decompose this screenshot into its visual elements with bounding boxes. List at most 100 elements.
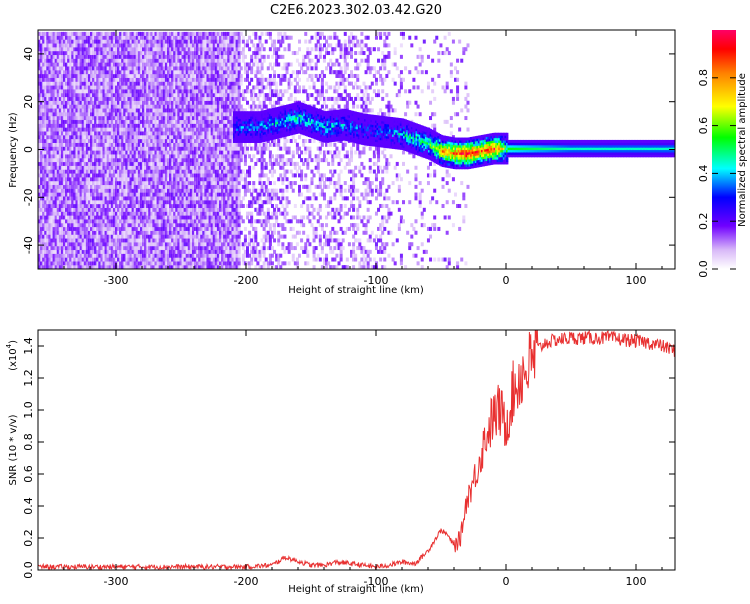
heatmap-cell: [196, 181, 200, 186]
heatmap-cell: [125, 89, 129, 94]
heatmap-cell: [52, 81, 56, 86]
heatmap-cell: [52, 261, 56, 266]
heatmap-cell: [85, 39, 89, 44]
heatmap-cell: [160, 73, 164, 78]
heatmap-cell: [104, 77, 108, 82]
heatmap-cell: [98, 192, 102, 197]
heatmap-cell: [44, 89, 48, 94]
heatmap-cell: [150, 108, 154, 113]
heatmap-cell: [104, 173, 108, 178]
heatmap-cell: [69, 165, 73, 170]
heatmap-cell: [92, 73, 96, 78]
heatmap-cell: [98, 135, 102, 140]
heatmap-cell: [171, 96, 175, 101]
heatmap-cell: [83, 261, 87, 266]
heatmap-cell: [79, 100, 83, 105]
heatmap-cell: [154, 116, 158, 121]
heatmap-cell: [142, 66, 145, 71]
heatmap-cell: [92, 77, 96, 82]
heatmap-cell: [71, 269, 74, 273]
heatmap-cell: [119, 200, 123, 205]
heatmap-cell: [52, 150, 56, 155]
heatmap-cell: [71, 230, 75, 235]
heatmap-cell: [129, 39, 133, 44]
heatmap-cell: [58, 51, 62, 56]
heatmap-cell: [44, 62, 48, 67]
heatmap-cell: [181, 146, 185, 151]
heatmap-cell: [189, 146, 193, 151]
heatmap-cell: [183, 184, 187, 189]
heatmap-cell: [77, 238, 81, 243]
heatmap-cell: [154, 257, 158, 262]
heatmap-cell: [75, 116, 79, 121]
heatmap-cell: [67, 211, 71, 216]
heatmap-cell: [96, 158, 100, 163]
heatmap-cell: [67, 146, 71, 151]
heatmap-cell: [81, 93, 85, 98]
heatmap-cell: [142, 169, 145, 174]
heatmap-cell: [85, 211, 89, 216]
heatmap-cell: [42, 112, 46, 117]
heatmap-cell: [90, 269, 93, 273]
heatmap-cell: [125, 70, 129, 75]
heatmap-cell: [100, 119, 104, 124]
heatmap-cell: [183, 146, 187, 151]
heatmap-cell: [173, 58, 177, 63]
heatmap-cell: [106, 242, 110, 247]
heatmap-cell: [183, 257, 187, 262]
heatmap-cell: [133, 47, 137, 52]
heatmap-cell: [46, 89, 50, 94]
heatmap-cell: [79, 226, 83, 231]
heatmap-cell: [71, 196, 75, 201]
heatmap-cell: [181, 58, 185, 63]
heatmap-cell: [127, 261, 131, 266]
heatmap-cell: [106, 257, 110, 262]
heatmap-cell: [160, 188, 164, 193]
heatmap-cell: [169, 66, 173, 71]
heatmap-cell: [150, 138, 154, 143]
heatmap-cell: [152, 261, 156, 266]
heatmap-cell: [106, 219, 110, 224]
heatmap-cell: [60, 131, 64, 136]
heatmap-cell: [44, 246, 48, 251]
heatmap-cell: [79, 177, 83, 182]
heatmap-cell: [191, 89, 195, 94]
heatmap-cell: [187, 192, 191, 197]
heatmap-cell: [77, 70, 81, 75]
heatmap-cell: [183, 43, 187, 48]
heatmap-cell: [137, 203, 141, 208]
heatmap-cell: [152, 200, 156, 205]
heatmap-cell: [131, 146, 135, 151]
heatmap-cell: [162, 249, 166, 254]
heatmap-cell: [148, 230, 152, 235]
heatmap-cell: [162, 77, 166, 82]
heatmap-cell: [189, 31, 193, 36]
heatmap-cell: [164, 31, 168, 36]
heatmap-cell: [119, 127, 123, 132]
heatmap-cell: [142, 116, 145, 121]
heatmap-cell: [177, 161, 181, 166]
heatmap-cell: [152, 249, 156, 254]
heatmap-cell: [75, 70, 79, 75]
heatmap-cell: [200, 223, 204, 228]
heatmap-cell: [187, 165, 191, 170]
heatmap-cell: [77, 230, 81, 235]
heatmap-cell: [127, 31, 131, 36]
heatmap-cell: [152, 43, 156, 48]
heatmap-cell: [164, 246, 168, 251]
heatmap-cell: [191, 215, 195, 220]
heatmap-cell: [127, 35, 131, 40]
heatmap-cell: [169, 203, 173, 208]
heatmap-cell: [85, 142, 89, 147]
heatmap-cell: [60, 54, 64, 59]
heatmap-cell: [191, 119, 195, 124]
heatmap-cell: [119, 246, 123, 251]
heatmap-cell: [46, 269, 49, 273]
heatmap-cell: [79, 77, 83, 82]
heatmap-cell: [42, 188, 46, 193]
heatmap-cell: [52, 234, 56, 239]
heatmap-cell: [119, 138, 123, 143]
heatmap-cell: [73, 203, 77, 208]
heatmap-cell: [83, 89, 87, 94]
heatmap-cell: [110, 77, 114, 82]
